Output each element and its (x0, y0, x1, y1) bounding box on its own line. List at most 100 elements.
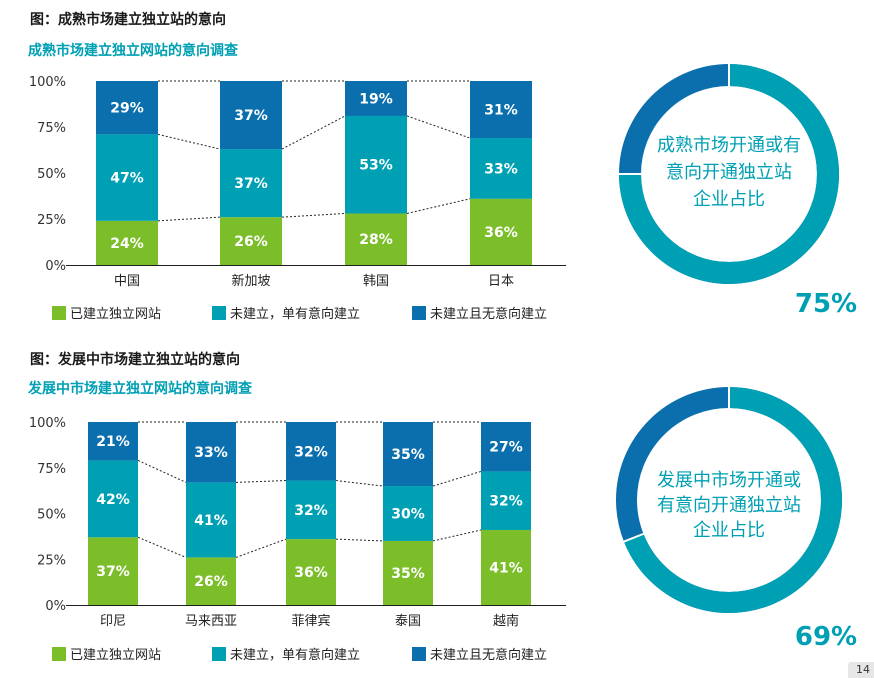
data-label: 37% (234, 176, 268, 192)
bar-intent (286, 480, 336, 540)
bar-no-intent (481, 422, 531, 472)
connector-line (432, 529, 482, 542)
data-label: 37% (234, 108, 268, 124)
data-label: 19% (359, 91, 393, 107)
connector-line (235, 480, 287, 483)
x-tick-label: 印尼 (100, 614, 126, 629)
data-label: 47% (110, 171, 144, 187)
data-label: 32% (294, 444, 328, 460)
bar-intent (345, 115, 407, 214)
data-label: 26% (194, 574, 228, 590)
bar-no-intent (383, 422, 433, 487)
legend-label: 已建立独立网站 (70, 307, 161, 322)
x-tick-label: 越南 (493, 613, 519, 629)
connector-line (137, 536, 187, 558)
legend-label: 未建立且无意向建立 (430, 647, 547, 663)
y-tick-label: 75% (37, 121, 66, 136)
legend-label: 未建立，单有意向建立 (230, 647, 360, 663)
data-label: 35% (391, 566, 425, 582)
figure-title-developing: 图：发展中市场建立独立站的意向 (30, 352, 240, 368)
bar-no-intent (220, 81, 282, 150)
donut-label: 企业占比 (693, 520, 765, 541)
donut-label: 发展中市场开通或 (657, 470, 801, 491)
legend-label: 未建立，单有意向建立 (230, 306, 360, 322)
legend-swatch (212, 306, 226, 320)
figure-title-mature: 图：成熟市场建立独立站的意向 (30, 12, 226, 28)
data-label: 28% (359, 232, 393, 248)
data-label: 26% (234, 234, 268, 250)
bar-intent (88, 460, 138, 538)
data-label: 41% (489, 560, 523, 576)
bar-no-intent (96, 81, 158, 135)
bar-established (96, 220, 158, 265)
data-label: 42% (96, 492, 130, 508)
data-label: 36% (484, 225, 518, 241)
connector-line (235, 538, 287, 558)
bar-established (186, 557, 236, 605)
data-label: 29% (110, 101, 144, 117)
connector-line (157, 133, 221, 150)
legend-label: 已建立独立网站 (70, 648, 161, 663)
donut-label: 意向开通独立站 (666, 162, 792, 183)
bar-established (481, 529, 531, 605)
donut-label: 有意向开通独立站 (657, 495, 801, 516)
bar-no-intent (88, 422, 138, 461)
connector-line (432, 470, 482, 487)
y-tick-label: 100% (29, 75, 66, 90)
data-label: 35% (391, 447, 425, 463)
bar-intent (481, 471, 531, 530)
connector-line (406, 115, 471, 139)
connector-line (335, 538, 384, 542)
y-tick-label: 0% (45, 599, 66, 614)
x-tick-label: 韩国 (363, 274, 389, 289)
data-label: 21% (96, 434, 130, 450)
donut-label: 成熟市场开通或有 (657, 135, 801, 156)
x-tick-label: 马来西亚 (185, 614, 237, 629)
bar-intent (96, 134, 158, 221)
data-label: 30% (391, 507, 425, 523)
data-label: 24% (110, 236, 144, 252)
x-tick-label: 中国 (114, 274, 140, 289)
data-label: 33% (194, 445, 228, 461)
bar-established (286, 539, 336, 605)
x-tick-label: 日本 (488, 274, 514, 289)
donut-value: 75% (795, 289, 857, 319)
connector-line (335, 480, 384, 487)
bar-established (220, 217, 282, 265)
data-label: 32% (489, 494, 523, 510)
connector-line (406, 198, 471, 214)
bar-intent (186, 482, 236, 558)
bar-established (88, 537, 138, 605)
x-tick-label: 泰国 (395, 614, 421, 629)
x-tick-label: 菲律宾 (291, 613, 330, 629)
connector-line (281, 212, 346, 218)
connector-line (281, 115, 346, 150)
bar-no-intent (186, 422, 236, 483)
legend-swatch (52, 647, 66, 661)
data-label: 36% (294, 565, 328, 581)
data-label: 53% (359, 158, 393, 174)
page-number: 14 (848, 662, 874, 678)
legend-swatch (412, 647, 426, 661)
donut-separator (622, 532, 645, 543)
connector-line (137, 459, 187, 483)
y-tick-label: 100% (29, 416, 66, 431)
y-tick-label: 50% (37, 167, 66, 182)
data-label: 31% (484, 103, 518, 119)
legend-swatch (212, 647, 226, 661)
chart-title-mature: 成熟市场建立独立网站的意向调查 (28, 43, 238, 59)
bar-established (345, 213, 407, 265)
connector-line (157, 216, 221, 222)
legend-swatch (52, 306, 66, 320)
bar-established (470, 198, 532, 265)
bar-no-intent (345, 81, 407, 116)
data-label: 37% (96, 564, 130, 580)
y-tick-label: 50% (37, 508, 66, 523)
data-label: 32% (294, 503, 328, 519)
bar-intent (470, 138, 532, 199)
x-tick-label: 新加坡 (231, 273, 270, 289)
y-tick-label: 75% (37, 462, 66, 477)
donut-label: 企业占比 (693, 189, 765, 210)
data-label: 33% (484, 161, 518, 177)
